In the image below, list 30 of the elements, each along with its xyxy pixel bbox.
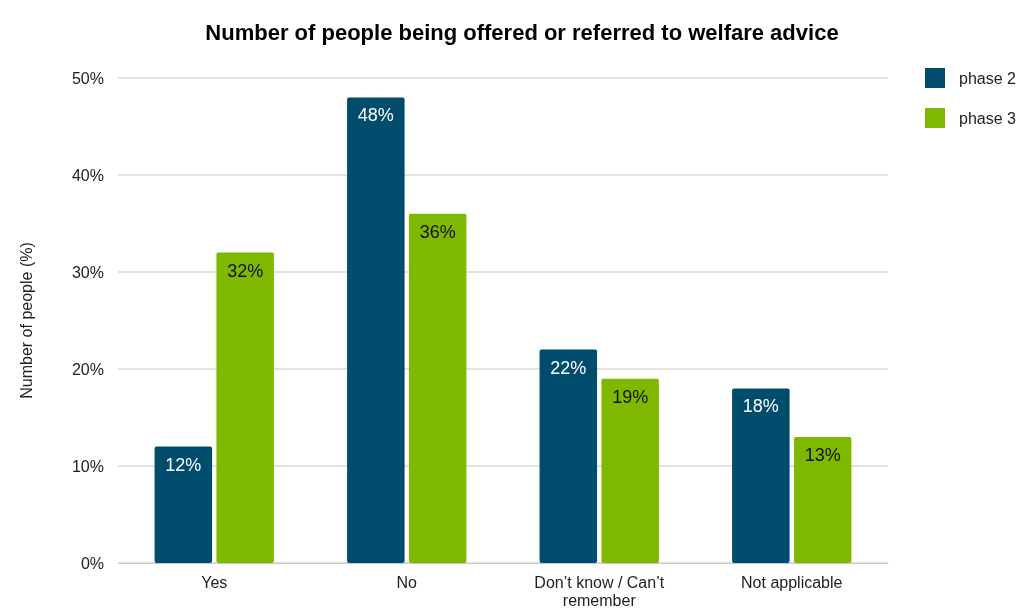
x-tick-label: Don’t know / Can’t remember — [534, 574, 665, 609]
legend-label: phase 2 — [959, 70, 1017, 87]
y-tick-label: 50% — [71, 69, 104, 87]
x-tick-label: Yes — [201, 574, 228, 592]
x-tick-label: Not applicable — [741, 574, 843, 592]
data-label: 19% — [612, 386, 649, 407]
data-label: 18% — [742, 396, 779, 417]
data-label: 13% — [804, 444, 841, 465]
bar — [732, 388, 790, 563]
legend-label: phase 3 — [959, 110, 1017, 127]
y-tick-label: 0% — [80, 554, 104, 572]
y-tick-label: 30% — [71, 263, 104, 281]
data-label: 12% — [165, 454, 202, 475]
bar — [216, 252, 274, 563]
bar — [601, 378, 659, 563]
data-label: 22% — [550, 357, 587, 378]
x-tick-label: No — [396, 574, 418, 592]
bar — [154, 446, 213, 563]
bar — [347, 97, 405, 563]
y-axis-title: Number of people (%) — [18, 242, 35, 399]
y-tick-label: 20% — [71, 360, 104, 378]
bar — [793, 436, 852, 563]
y-tick-label: 10% — [71, 457, 104, 475]
chart-title: Number of people being offered or referred to welfare advice — [205, 20, 839, 45]
y-tick-label: 40% — [71, 166, 104, 184]
bar — [408, 213, 467, 563]
data-label: 48% — [357, 105, 394, 126]
data-label: 36% — [419, 221, 456, 242]
bar — [539, 349, 598, 563]
data-label: 32% — [227, 260, 264, 281]
